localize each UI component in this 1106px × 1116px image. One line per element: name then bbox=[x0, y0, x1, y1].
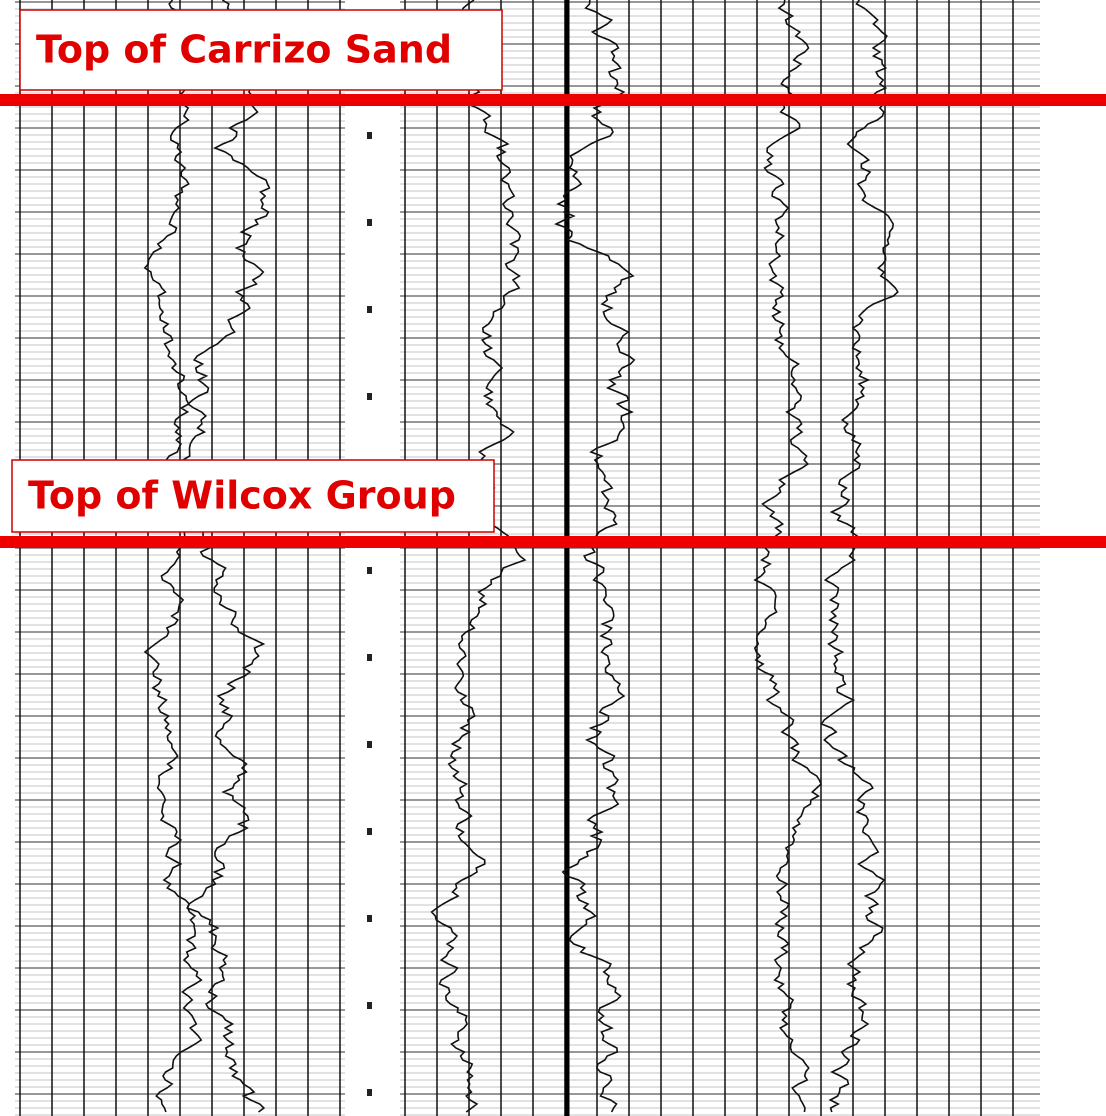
depth-tick bbox=[367, 1089, 372, 1096]
depth-tick bbox=[367, 654, 372, 661]
depth-tick bbox=[367, 828, 372, 835]
depth-tick bbox=[367, 219, 372, 226]
depth-tick bbox=[367, 1002, 372, 1009]
formation-label: Top of Carrizo Sand bbox=[36, 28, 452, 72]
page: Top of Carrizo Sand Top of Wilcox Group … bbox=[0, 0, 1106, 1116]
marker-line bbox=[0, 536, 1106, 548]
formation-label: Top of Wilcox Group bbox=[28, 474, 456, 518]
marker-line bbox=[0, 94, 1106, 106]
well-log: Top of Carrizo Sand Top of Wilcox Group bbox=[0, 0, 1106, 1116]
depth-column bbox=[345, 0, 400, 1116]
depth-tick bbox=[367, 393, 372, 400]
depth-tick bbox=[367, 567, 372, 574]
depth-tick bbox=[367, 132, 372, 139]
background bbox=[0, 0, 1106, 1116]
depth-tick bbox=[367, 741, 372, 748]
depth-tick bbox=[367, 306, 372, 313]
depth-tick bbox=[367, 915, 372, 922]
